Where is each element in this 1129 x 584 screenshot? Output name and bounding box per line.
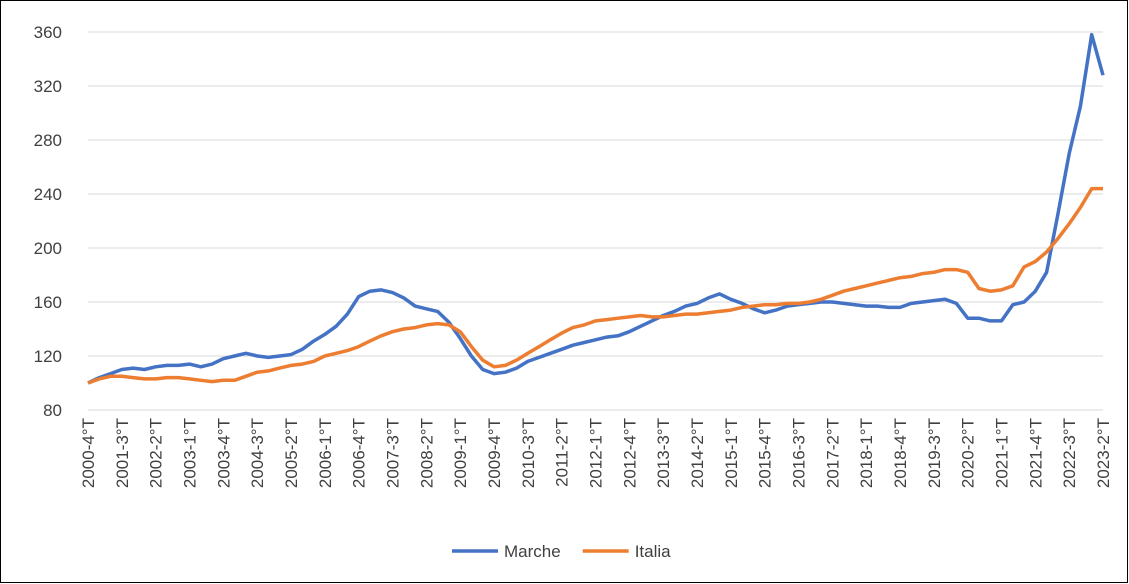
y-tick-label: 320 [34, 77, 62, 96]
x-tick-label: 2012-1°T [587, 418, 606, 488]
y-tick-label: 160 [34, 293, 62, 312]
x-tick-label: 2011-2°T [553, 418, 572, 487]
x-tick-label: 2021-4°T [1026, 418, 1045, 488]
legend-label: Marche [504, 542, 561, 561]
y-tick-label: 360 [34, 23, 62, 42]
x-tick-label: 2006-1°T [316, 418, 335, 488]
labels: 80 120 160 200 240 280 320 360 2000-4°T 2001-3°T 2… [34, 23, 1113, 561]
y-tick-label: 200 [34, 239, 62, 258]
x-tick-label: 2007-3°T [384, 418, 403, 488]
x-tick-label: 2020-2°T [959, 418, 978, 488]
x-tick-label: 2018-4°T [891, 418, 910, 488]
x-tick-label: 2019-3°T [925, 418, 944, 488]
x-tick-label: 2009-1°T [451, 418, 470, 488]
x-tick-label: 2001-3°T [113, 418, 132, 488]
x-tick-label: 2008-2°T [417, 418, 436, 488]
series-line [87, 186, 1103, 385]
x-tick-label: 2004-3°T [248, 418, 267, 488]
x-tick-label: 2006-4°T [350, 418, 369, 488]
y-tick-label: 80 [43, 401, 62, 420]
x-tick-label: 2003-4°T [214, 418, 233, 488]
x-tick-label: 2000-4°T [79, 418, 98, 488]
x-tick-label: 2013-3°T [654, 418, 673, 488]
x-tick-label: 2005-2°T [282, 418, 301, 488]
x-tick-label: 2021-1°T [993, 418, 1012, 488]
x-tick-label: 2009-4°T [485, 418, 504, 488]
x-tick-label: 2018-1°T [857, 418, 876, 488]
x-tick-label: 2015-4°T [756, 418, 775, 488]
x-tick-label: 2014-2°T [688, 418, 707, 488]
x-tick-label: 2023-2°T [1094, 418, 1113, 488]
x-tick-label: 2016-3°T [790, 418, 809, 488]
x-tick-label: 2003-1°T [181, 418, 200, 488]
x-tick-label: 2012-4°T [620, 418, 639, 488]
x-tick-label: 2002-2°T [147, 418, 166, 488]
y-tick-label: 240 [34, 185, 62, 204]
y-tick-label: 280 [34, 131, 62, 150]
plot [87, 32, 1105, 385]
x-tick-label: 2022-3°T [1060, 418, 1079, 488]
x-tick-label: 2010-3°T [519, 418, 538, 488]
legend-label: Italia [635, 542, 671, 561]
x-tick-label: 2015-1°T [722, 418, 741, 488]
y-tick-label: 120 [34, 347, 62, 366]
series-line [87, 32, 1105, 385]
x-tick-label: 2017-2°T [823, 418, 842, 488]
